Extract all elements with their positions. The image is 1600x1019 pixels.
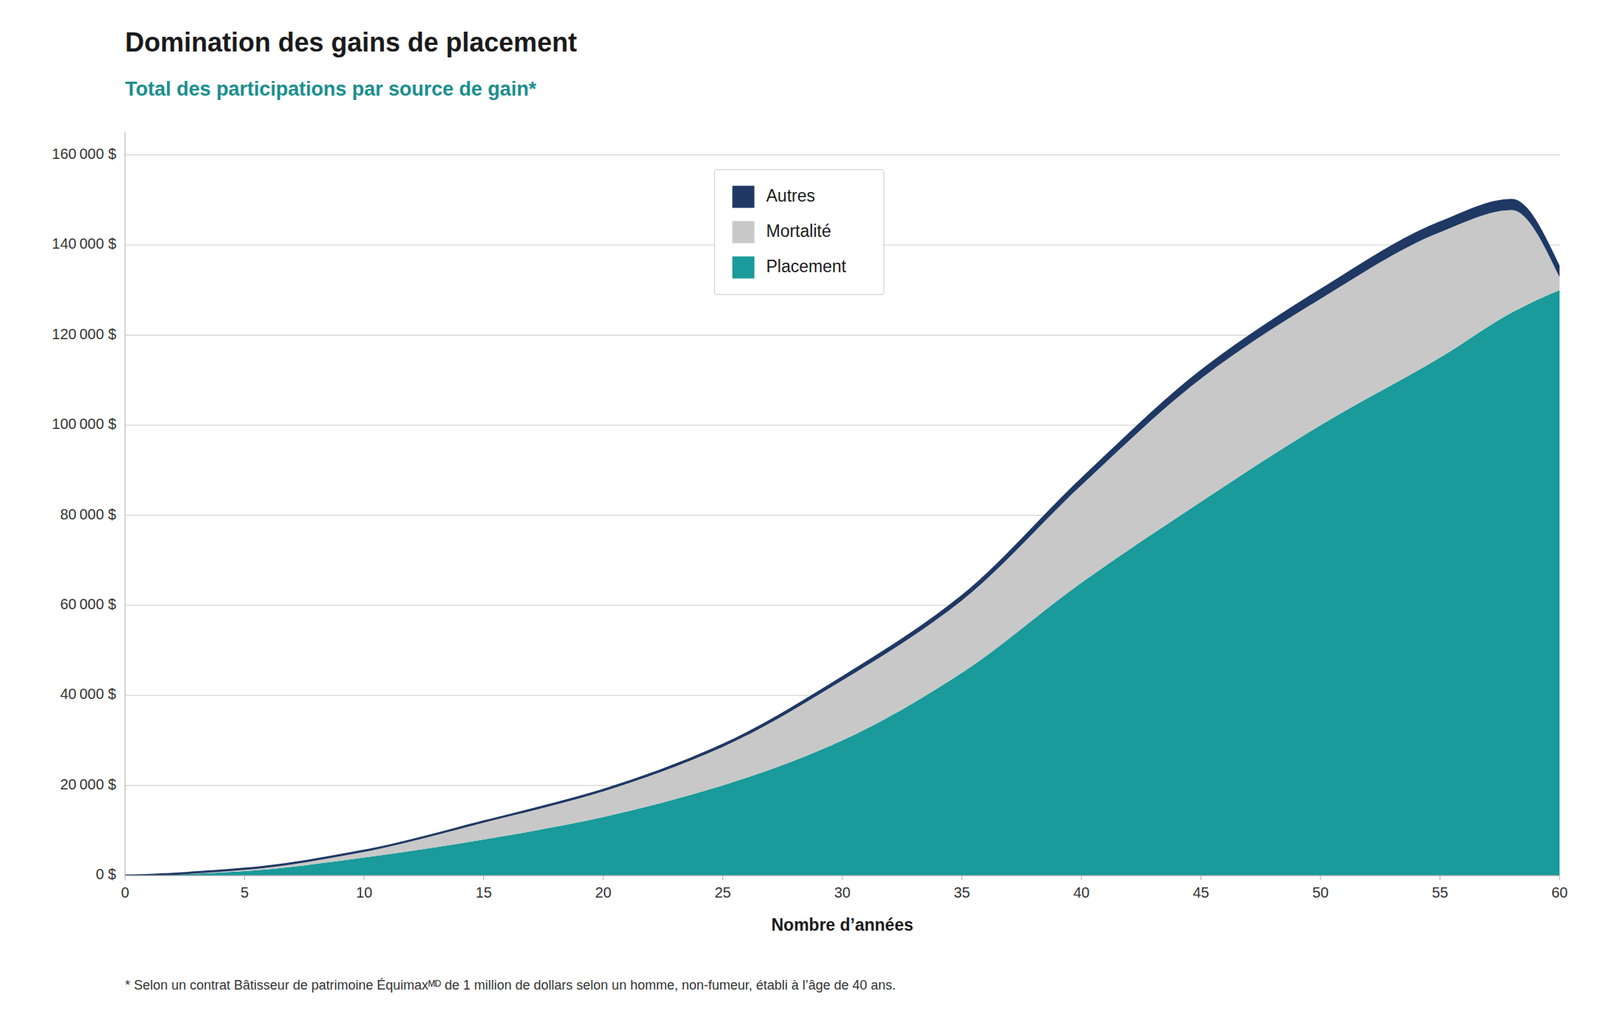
legend-swatch bbox=[732, 256, 755, 279]
stack-top-line bbox=[125, 200, 1560, 876]
x-tick bbox=[1320, 875, 1322, 880]
x-tick bbox=[364, 875, 365, 880]
x-tick-label: 60 bbox=[1551, 884, 1568, 901]
x-tick-label: 20 bbox=[595, 884, 612, 901]
area-2 bbox=[125, 200, 1560, 876]
x-tick-label: 35 bbox=[953, 884, 970, 901]
y-tick-label: 120 000 $ bbox=[52, 325, 117, 343]
footnote: * Selon un contrat Bâtisseur de patrimoi… bbox=[125, 977, 896, 993]
grid-line bbox=[125, 154, 1560, 156]
title: Domination des gains de placement bbox=[125, 27, 577, 58]
x-tick-label: 0 bbox=[120, 884, 129, 901]
area-1 bbox=[125, 210, 1560, 876]
x-tick bbox=[1200, 875, 1202, 880]
x-tick bbox=[842, 875, 844, 880]
subtitle: Total des participations par source de g… bbox=[125, 77, 538, 101]
y-tick-label: 140 000 $ bbox=[52, 235, 117, 252]
chart: Domination des gains de placement Total d… bbox=[0, 0, 1600, 1019]
plot-area bbox=[125, 200, 1560, 876]
x-tick bbox=[1559, 875, 1561, 880]
legend-swatch bbox=[732, 221, 755, 244]
y-tick-label: 20 000 $ bbox=[60, 776, 117, 793]
x-tick-label: 5 bbox=[240, 884, 249, 901]
y-tick-label: 160 000 $ bbox=[52, 145, 117, 162]
x-tick bbox=[125, 875, 126, 880]
x-tick bbox=[722, 875, 724, 880]
y-tick-label: 60 000 $ bbox=[60, 595, 117, 613]
x-tick-label: 50 bbox=[1312, 884, 1329, 901]
x-tick-label: 15 bbox=[475, 884, 492, 901]
legend: Autres Mortalité Placement bbox=[715, 169, 885, 295]
legend-box bbox=[715, 169, 885, 295]
y-tick-label: 80 000 $ bbox=[60, 506, 117, 523]
x-tick bbox=[1439, 875, 1441, 880]
legend-swatch bbox=[732, 186, 755, 209]
background bbox=[0, 0, 1600, 1019]
x-tick bbox=[483, 875, 485, 880]
y-grid bbox=[125, 155, 1560, 876]
x-tick-label: 30 bbox=[834, 884, 851, 901]
x-tick bbox=[961, 875, 963, 880]
y-tick-label: 40 000 $ bbox=[60, 685, 117, 702]
y-tick-label: 0 $ bbox=[95, 865, 117, 883]
x-tick bbox=[1081, 875, 1083, 880]
legend-label: Placement bbox=[766, 256, 847, 276]
x-tick-label: 10 bbox=[356, 884, 373, 901]
x-axis-label: Nombre d’années bbox=[771, 915, 914, 935]
legend-label: Mortalité bbox=[766, 221, 832, 241]
y-tick-label: 100 000 $ bbox=[52, 415, 117, 432]
x-tick-label: 40 bbox=[1073, 884, 1090, 901]
x-tick bbox=[244, 875, 245, 880]
y-axis-line bbox=[125, 132, 126, 876]
x-tick-label: 55 bbox=[1431, 884, 1448, 901]
x-tick-label: 45 bbox=[1192, 884, 1209, 901]
legend-label: Autres bbox=[766, 186, 816, 206]
x-tick bbox=[603, 875, 604, 880]
x-tick-label: 25 bbox=[714, 884, 731, 901]
